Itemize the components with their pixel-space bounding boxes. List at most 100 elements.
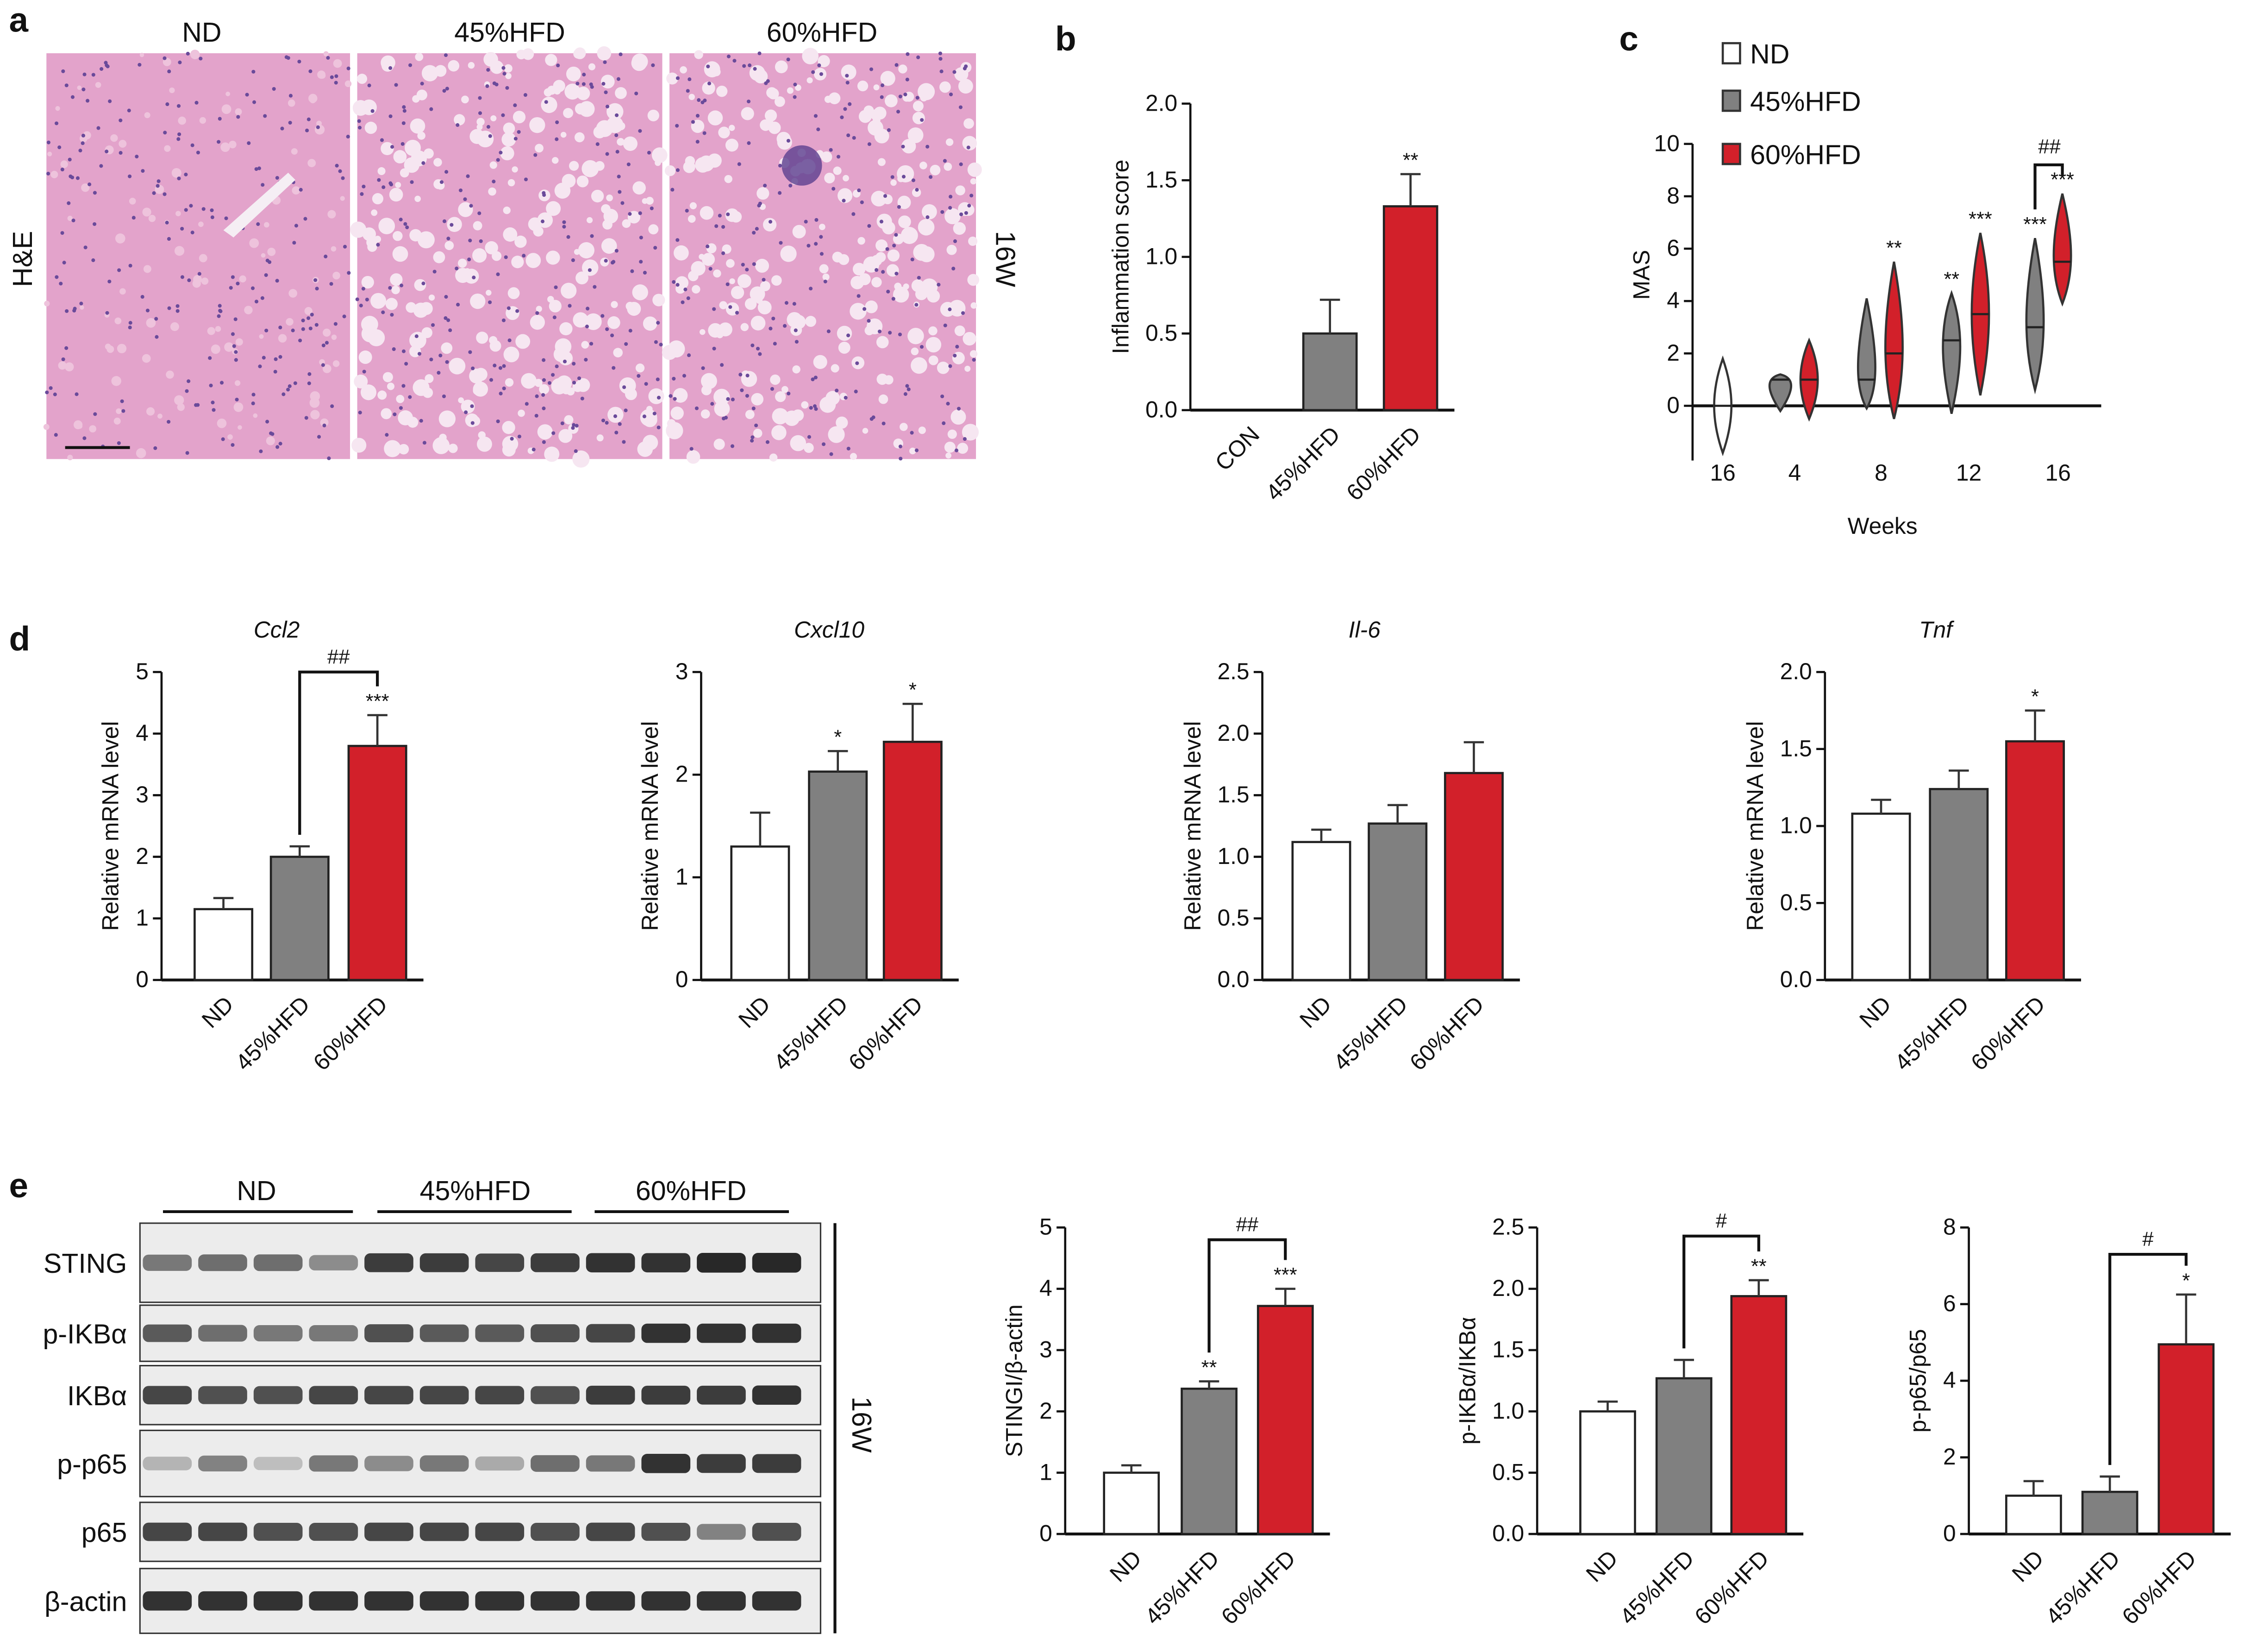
nucleus — [245, 93, 249, 97]
nucleus — [770, 387, 774, 391]
nucleus — [93, 191, 97, 195]
lipid-vacuole — [741, 107, 754, 120]
nucleus — [347, 271, 351, 275]
chart-title: Ccl2 — [254, 617, 300, 643]
nucleus — [145, 308, 150, 313]
nucleus — [264, 328, 269, 332]
nucleus — [914, 303, 919, 307]
nucleus — [432, 269, 437, 274]
lipid-vacuole — [368, 329, 385, 346]
nucleus — [896, 110, 900, 114]
nucleus — [229, 286, 233, 290]
nucleus — [209, 383, 213, 388]
nucleus — [187, 278, 191, 282]
blot-band — [253, 1523, 303, 1541]
blot-band — [586, 1522, 635, 1541]
nucleus — [464, 410, 468, 414]
chart-tnf: Tnf 0.0 0.5 1.0 1.5 2.0 Relative mRNA level ND4… — [1742, 617, 2082, 1076]
lipid-vacuole — [171, 168, 181, 178]
lipid-vacuole — [417, 131, 425, 140]
nucleus — [745, 374, 750, 378]
nucleus — [726, 212, 730, 216]
nucleus — [720, 363, 724, 367]
lipid-vacuole — [764, 109, 777, 122]
lipid-vacuole — [198, 221, 204, 227]
lipid-vacuole — [111, 376, 121, 386]
lipid-vacuole — [291, 148, 298, 155]
lipid-vacuole — [585, 313, 602, 330]
nucleus — [556, 63, 560, 68]
lipid-vacuole — [142, 354, 151, 363]
lipid-vacuole — [745, 410, 755, 419]
nucleus — [422, 441, 426, 445]
significance-bracket — [2033, 163, 2064, 210]
lipid-vacuole — [701, 373, 717, 389]
lipid-vacuole — [691, 261, 706, 276]
nucleus — [381, 185, 386, 189]
nucleus — [938, 51, 943, 56]
nucleus — [697, 98, 701, 102]
nucleus — [91, 73, 95, 77]
blot-band — [364, 1253, 413, 1272]
lipid-vacuole — [244, 306, 253, 314]
nucleus — [176, 104, 181, 108]
nucleus — [233, 317, 238, 321]
lipid-vacuole — [512, 166, 518, 173]
lipid-vacuole — [730, 211, 742, 223]
nucleus — [308, 326, 313, 331]
lipid-vacuole — [750, 315, 766, 331]
nucleus — [467, 257, 471, 262]
lipid-vacuole — [963, 118, 974, 129]
y-tick-label: 1.5 — [1780, 735, 1812, 761]
lipid-vacuole — [358, 350, 372, 364]
nucleus — [117, 268, 121, 272]
lipid-vacuole — [615, 87, 627, 99]
lipid-vacuole — [807, 77, 813, 84]
nucleus — [745, 394, 749, 398]
lipid-vacuole — [352, 100, 369, 116]
nucleus — [903, 92, 907, 97]
nucleus — [236, 115, 240, 119]
y-tick-label: 2.0 — [1217, 720, 1249, 746]
lipid-vacuole — [787, 87, 794, 94]
nucleus — [894, 63, 899, 67]
lipid-vacuole — [581, 259, 599, 276]
nucleus — [218, 304, 222, 308]
nucleus — [294, 224, 299, 228]
x-tick-label: ND — [2007, 1545, 2049, 1587]
nucleus — [221, 437, 225, 441]
nucleus — [211, 400, 215, 405]
nucleus — [185, 389, 189, 393]
lipid-vacuole — [536, 306, 542, 312]
lipid-vacuole — [790, 435, 807, 451]
nucleus — [217, 314, 221, 318]
bracket-label: # — [1716, 1210, 1727, 1232]
y-tick-label: 2 — [1943, 1444, 1956, 1470]
nucleus — [845, 74, 849, 78]
nucleus — [293, 381, 297, 385]
nucleus — [966, 145, 970, 150]
nucleus — [456, 123, 460, 127]
nucleus — [883, 194, 888, 198]
y-tick-label: 2 — [1667, 340, 1680, 366]
nucleus — [513, 103, 517, 107]
y-tick-label: 1 — [675, 864, 688, 889]
lipid-vacuole — [307, 159, 316, 168]
lipid-vacuole — [587, 217, 593, 224]
nucleus — [377, 178, 381, 182]
nucleus — [404, 362, 408, 366]
blot-row-label: p-p65 — [57, 1449, 127, 1480]
lipid-vacuole — [263, 222, 269, 228]
central-vein — [223, 172, 295, 238]
nucleus — [955, 344, 959, 349]
x-tick-label: 60%HFD — [2117, 1545, 2201, 1629]
nucleus — [572, 381, 576, 385]
nucleus — [445, 360, 449, 364]
significance-marker: * — [834, 726, 842, 749]
nucleus — [444, 295, 448, 299]
nucleus — [562, 225, 566, 229]
nucleus — [863, 307, 867, 311]
lipid-vacuole — [871, 277, 882, 288]
lipid-vacuole — [190, 50, 200, 59]
chart-title: Cxcl10 — [794, 617, 864, 643]
